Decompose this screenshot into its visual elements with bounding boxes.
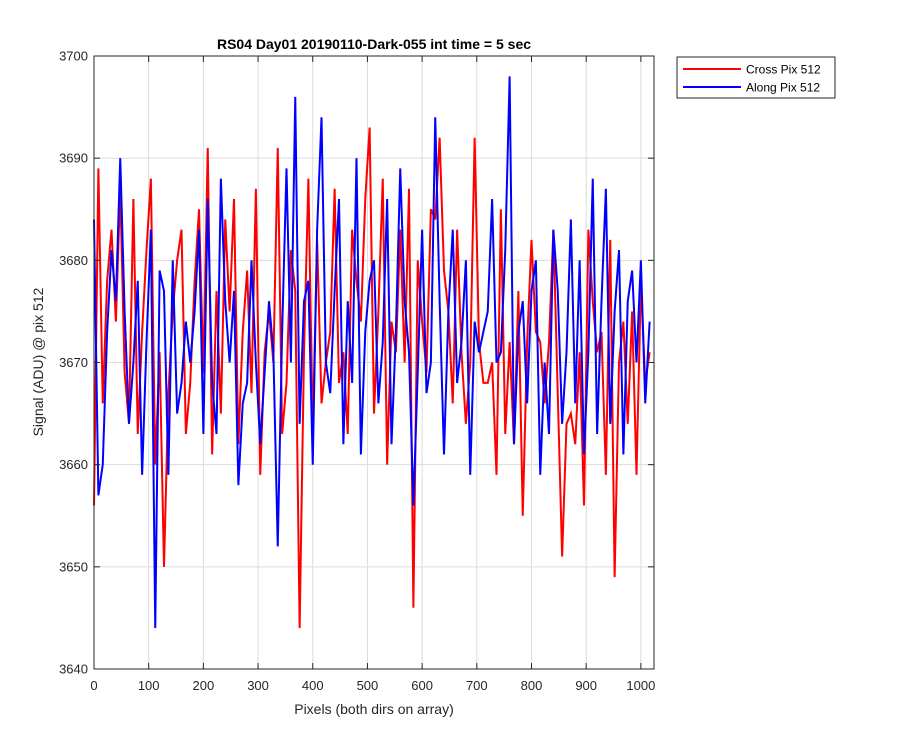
x-tick-label: 900 [575, 678, 597, 693]
x-tick-label: 100 [138, 678, 160, 693]
legend: Cross Pix 512 Along Pix 512 [676, 56, 836, 99]
x-tick-label: 700 [466, 678, 488, 693]
x-tick-label: 1000 [626, 678, 655, 693]
chart-title: RS04 Day01 20190110-Dark-055 int time = … [217, 36, 531, 52]
legend-box [676, 56, 836, 99]
series-line-along-pix-512 [93, 76, 651, 629]
x-tick-label: 0 [90, 678, 97, 693]
x-axis-label: Pixels (both dirs on array) [294, 701, 454, 717]
legend-label-along: Along Pix 512 [746, 81, 820, 95]
x-tick-label: 800 [521, 678, 543, 693]
y-tick-label: 3670 [59, 355, 88, 370]
x-tick-label: 200 [193, 678, 215, 693]
x-tick-label: 400 [302, 678, 324, 693]
y-tick-label: 3680 [59, 253, 88, 268]
y-tick-label: 3660 [59, 457, 88, 472]
y-tick-label: 3700 [59, 49, 88, 64]
y-tick-label: 3650 [59, 559, 88, 574]
x-tick-label: 300 [247, 678, 269, 693]
y-axis-label: Signal (ADU) @ pix 512 [30, 287, 46, 436]
x-tick-label: 500 [357, 678, 379, 693]
y-tick-label: 3640 [59, 662, 88, 677]
legend-label-cross: Cross Pix 512 [746, 63, 821, 77]
ticks: 0 100 200 300 400 500 600 700 800 900 1000 3640 3650… [59, 49, 655, 694]
y-tick-label: 3690 [59, 151, 88, 166]
series-layer [93, 76, 651, 629]
x-tick-label: 600 [411, 678, 433, 693]
